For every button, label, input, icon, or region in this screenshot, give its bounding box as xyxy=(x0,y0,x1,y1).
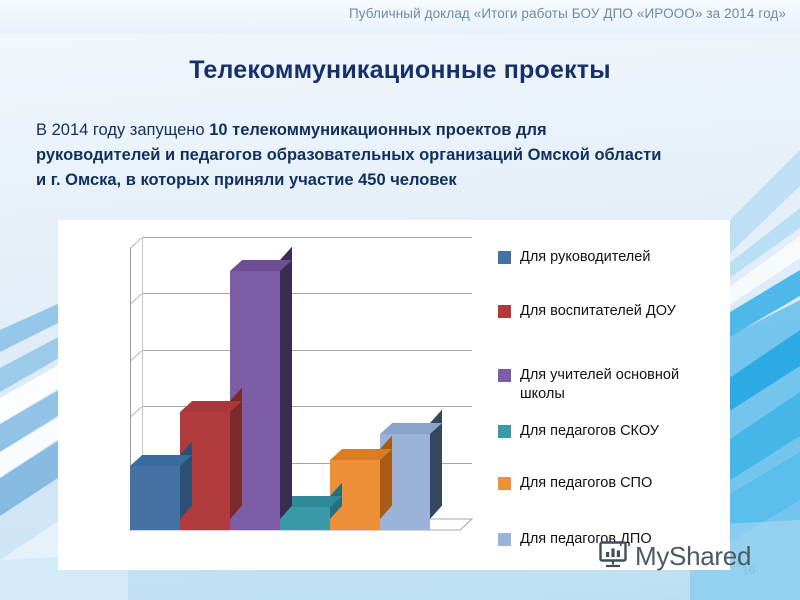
legend-label: Для воспитателей ДОУ xyxy=(520,303,676,319)
bar-1 xyxy=(130,441,193,530)
gridline-150 xyxy=(142,349,472,351)
legend-swatch-icon xyxy=(498,425,511,438)
y-axis-back-line xyxy=(142,237,143,519)
legend-item-3[interactable]: Для учителей основной школы xyxy=(498,366,725,404)
y-axis-line xyxy=(130,248,131,530)
bar-4 xyxy=(280,483,343,530)
chart-bars xyxy=(58,220,478,570)
legend-label: Для руководителей xyxy=(520,249,651,265)
chart-plot-area: 050100150200250 xyxy=(58,220,478,570)
presentation-chart-icon xyxy=(598,540,628,573)
header-band xyxy=(0,0,800,34)
gridline-50 xyxy=(142,462,472,464)
legend-swatch-icon xyxy=(498,369,511,382)
body-line1-bold: 10 телекоммуникационных проектов для xyxy=(209,121,547,139)
header-title: Публичный доклад «Итоги работы БОУ ДПО «… xyxy=(348,6,786,21)
watermark-label: MyShared xyxy=(635,541,752,571)
gridline-250 xyxy=(142,237,472,238)
legend-label: Для педагогов СПО xyxy=(520,475,653,491)
legend-swatch-icon xyxy=(498,251,511,264)
legend-swatch-icon xyxy=(498,477,511,490)
legend-swatch-icon xyxy=(498,305,511,318)
legend-item-4[interactable]: Для педагогов СКОУ xyxy=(498,422,659,441)
chart-panel: 050100150200250 Для руководителей Для вос… xyxy=(58,220,730,570)
legend-item-1[interactable]: Для руководителей xyxy=(498,248,650,267)
legend-item-5[interactable]: Для педагогов СПО xyxy=(498,474,652,493)
bar-front-face xyxy=(280,507,330,530)
legend-label: Для учителей основной школы xyxy=(520,367,680,402)
body-line1-normal: В 2014 году запущено xyxy=(36,121,210,139)
watermark: MyShared xyxy=(598,540,751,573)
gridline-100 xyxy=(142,406,472,408)
body-line3: и г. Омска, в которых приняли участие 45… xyxy=(36,171,457,189)
gridline-200 xyxy=(142,293,472,295)
legend-item-2[interactable]: Для воспитателей ДОУ xyxy=(498,302,676,321)
legend-swatch-icon xyxy=(498,533,511,546)
bar-side-face xyxy=(180,441,192,519)
slide-number: 16 xyxy=(742,563,756,577)
bar-front-face xyxy=(130,465,180,530)
legend-label: Для педагогов СКОУ xyxy=(520,423,660,439)
body-paragraph: В 2014 году запущено 10 телекоммуникацио… xyxy=(36,118,784,193)
page-title: Телекоммуникационные проекты xyxy=(189,56,611,84)
bar-side-face xyxy=(280,246,292,519)
body-line2: руководителей и педагогов образовательны… xyxy=(36,146,662,164)
